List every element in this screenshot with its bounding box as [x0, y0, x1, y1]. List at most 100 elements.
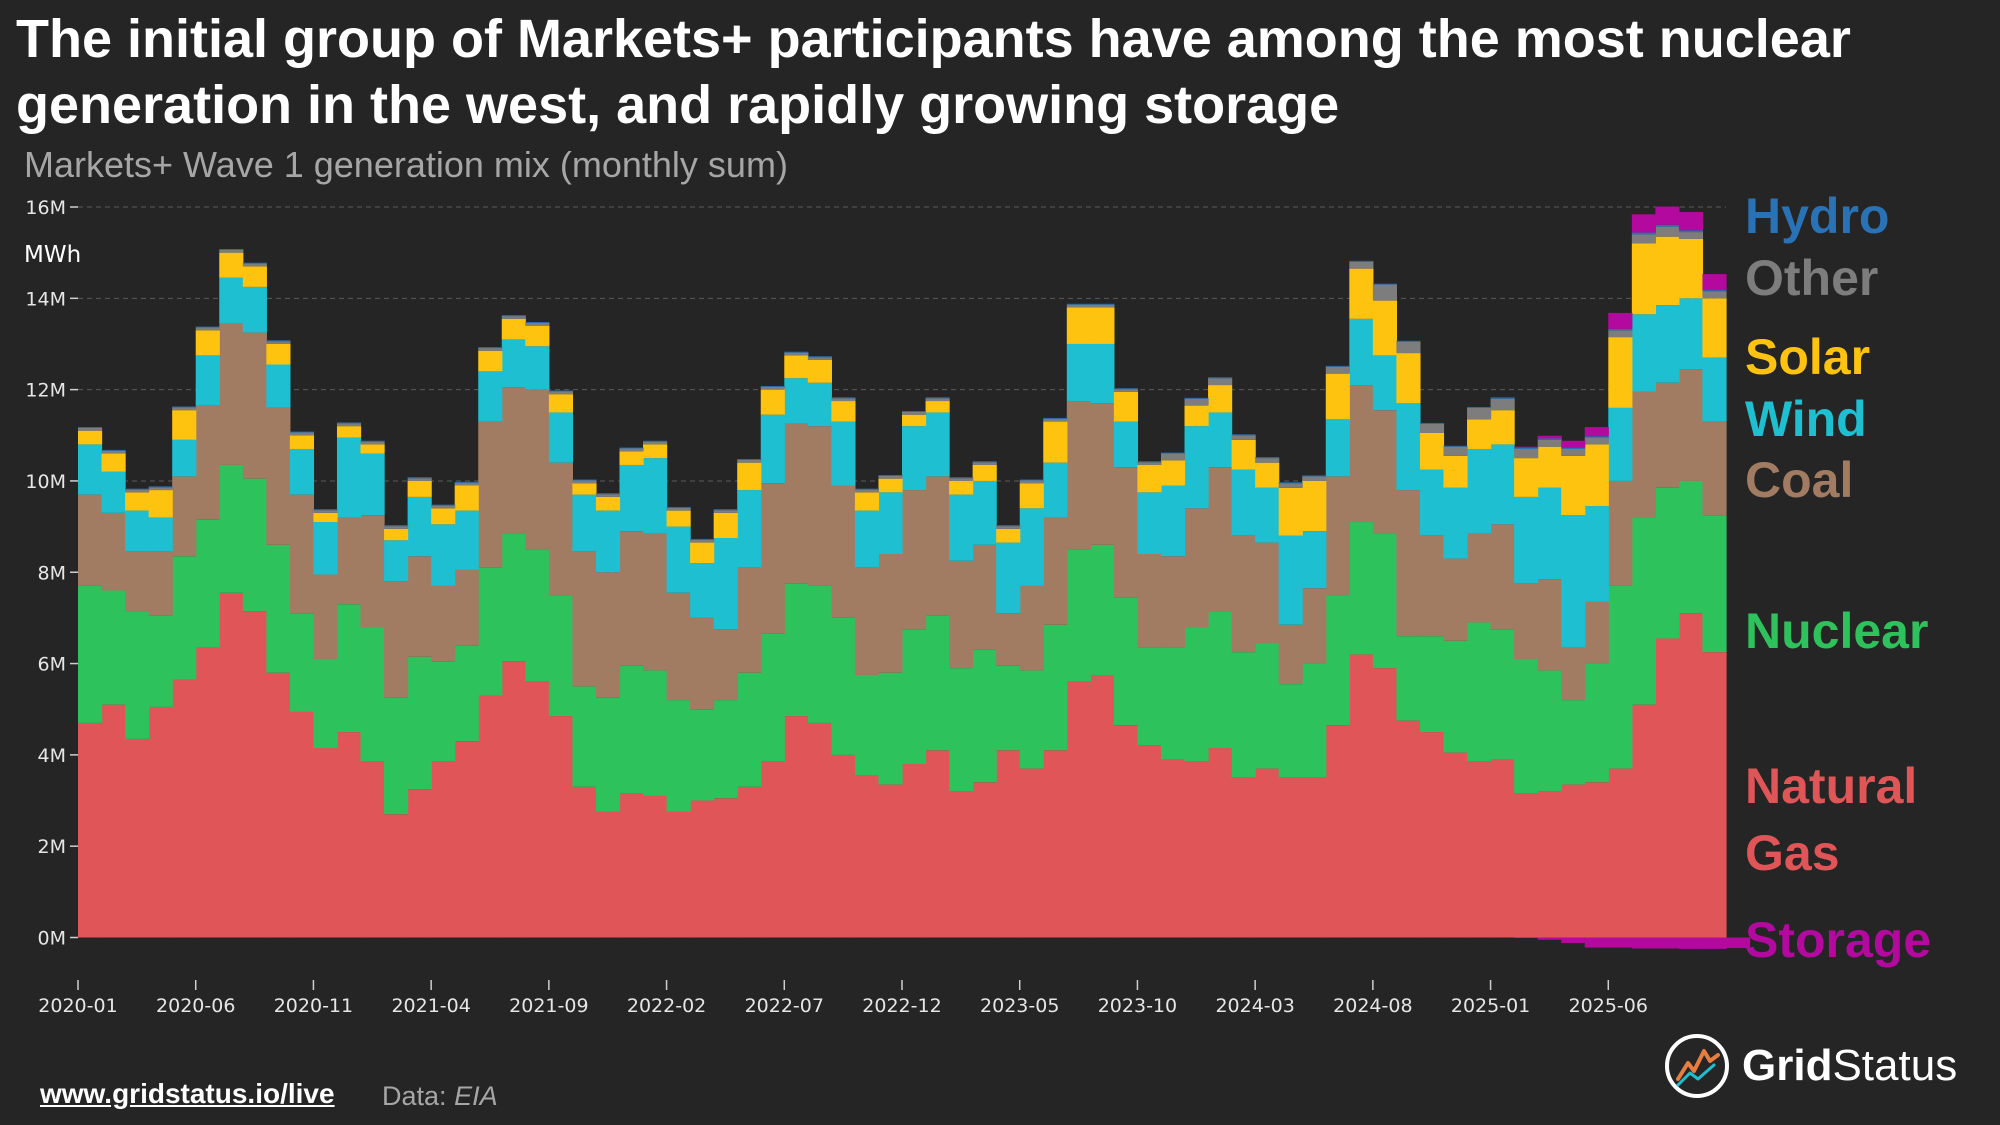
area-segment-hydro — [902, 411, 927, 412]
area-segment-coal — [690, 617, 715, 710]
area-segment-wind — [1160, 485, 1186, 557]
area-segment-nuclear — [101, 590, 126, 705]
area-segment-hydro — [148, 486, 173, 488]
area-segment-wind — [737, 490, 762, 568]
area-segment-wind — [1467, 448, 1492, 534]
area-segment-natural-gas — [1325, 725, 1350, 938]
area-segment-natural-gas — [807, 722, 832, 938]
y-tick-label: 4M — [38, 745, 66, 767]
area-segment-natural-gas — [666, 811, 691, 938]
area-segment-hydro — [454, 481, 479, 483]
area-segment-coal — [501, 387, 526, 534]
gridstatus-live-link[interactable]: www.gridstatus.io/live — [40, 1078, 335, 1109]
area-segment-coal — [1514, 583, 1539, 659]
area-segment-other — [336, 423, 362, 427]
area-segment-coal — [1396, 490, 1421, 637]
area-segment-solar — [1490, 410, 1515, 445]
area-segment-hydro — [1584, 436, 1609, 438]
area-segment-wind — [807, 382, 832, 427]
y-tick-label: 12M — [25, 380, 66, 402]
area-segment-other — [1372, 284, 1397, 301]
area-segment-nuclear — [996, 665, 1021, 751]
area-segment-nuclear — [737, 672, 762, 787]
area-segment-wind — [1537, 487, 1562, 580]
area-segment-hydro — [807, 356, 832, 358]
area-segment-hydro — [643, 440, 668, 442]
area-segment-wind — [78, 444, 103, 495]
area-segment-hydro — [1537, 438, 1562, 440]
area-segment-hydro — [1255, 457, 1280, 459]
area-segment-storage-top — [1561, 440, 1586, 448]
area-segment-hydro — [713, 509, 738, 511]
area-segment-storage-top — [1702, 274, 1727, 291]
area-segment-natural-gas — [478, 695, 503, 938]
area-segment-hydro — [666, 506, 691, 508]
area-segment-solar — [125, 492, 150, 511]
area-segment-nuclear — [902, 629, 927, 765]
area-segment-coal — [289, 494, 315, 614]
legend-label-wind: Wind — [1745, 391, 1867, 447]
area-segment-nuclear — [1208, 611, 1233, 749]
area-segment-coal — [1655, 382, 1680, 488]
area-segment-natural-gas — [148, 706, 173, 938]
area-segment-nuclear — [478, 567, 503, 696]
area-segment-hydro — [525, 322, 550, 323]
area-segment-hydro — [313, 509, 338, 511]
area-segment-wind — [1678, 298, 1704, 370]
area-segment-wind — [1608, 407, 1633, 481]
area-segment-solar — [431, 508, 456, 525]
area-segment-other — [1702, 291, 1727, 299]
area-segment-solar — [996, 528, 1021, 543]
area-segment-nuclear — [1514, 659, 1539, 794]
area-segment-storage-top — [1584, 427, 1609, 437]
area-segment-natural-gas — [1678, 613, 1704, 938]
area-segment-solar — [1631, 243, 1656, 315]
area-segment-hydro — [478, 347, 503, 349]
area-segment-hydro — [548, 390, 573, 392]
area-segment-coal — [854, 567, 880, 675]
x-tick-label: 2025-01 — [1451, 995, 1530, 1017]
area-segment-solar — [1137, 464, 1162, 493]
area-segment-other — [925, 398, 950, 402]
area-segment-natural-gas — [1302, 777, 1327, 938]
area-segment-nuclear — [1419, 636, 1445, 733]
area-segment-wind — [501, 339, 526, 388]
area-segment-solar — [454, 485, 479, 511]
area-segment-coal — [336, 517, 362, 605]
area-segment-other — [1443, 446, 1468, 456]
y-tick-label: 0M — [38, 928, 66, 950]
area-segment-hydro — [949, 477, 974, 479]
area-segment-hydro — [1702, 290, 1727, 292]
area-segment-natural-gas — [690, 800, 715, 938]
legend-label-hydro: Hydro — [1745, 188, 1889, 244]
area-segment-coal — [713, 629, 738, 701]
area-segment-wind — [784, 378, 809, 424]
area-segment-wind — [125, 510, 150, 552]
area-segment-hydro — [1090, 303, 1115, 305]
area-segment-other — [1231, 435, 1256, 440]
area-segment-solar — [1113, 391, 1139, 422]
area-segment-coal — [972, 544, 997, 650]
area-segment-other — [1019, 480, 1044, 484]
area-segment-hydro — [760, 385, 785, 387]
area-segment-nuclear — [831, 617, 856, 755]
area-segment-wind — [1702, 357, 1727, 422]
area-segment-other — [996, 526, 1021, 529]
series-areas — [78, 206, 1751, 949]
area-segment-hydro — [784, 351, 809, 353]
x-tick-label: 2022-02 — [627, 995, 706, 1017]
chart-subtitle: Markets+ Wave 1 generation mix (monthly … — [24, 144, 788, 185]
x-tick-label: 2021-09 — [509, 995, 588, 1017]
area-segment-nuclear — [1019, 670, 1044, 769]
area-segment-wind — [1443, 487, 1468, 559]
area-segment-coal — [431, 585, 456, 662]
area-segment-natural-gas — [1208, 748, 1233, 938]
area-segment-other — [313, 510, 338, 513]
area-segment-natural-gas — [760, 761, 785, 938]
area-segment-nuclear — [666, 700, 691, 812]
area-segment-coal — [1231, 535, 1256, 653]
area-segment-wind — [360, 453, 385, 516]
x-tick-label: 2024-08 — [1333, 995, 1412, 1017]
area-segment-other — [949, 478, 974, 481]
area-segment-other — [572, 480, 597, 484]
